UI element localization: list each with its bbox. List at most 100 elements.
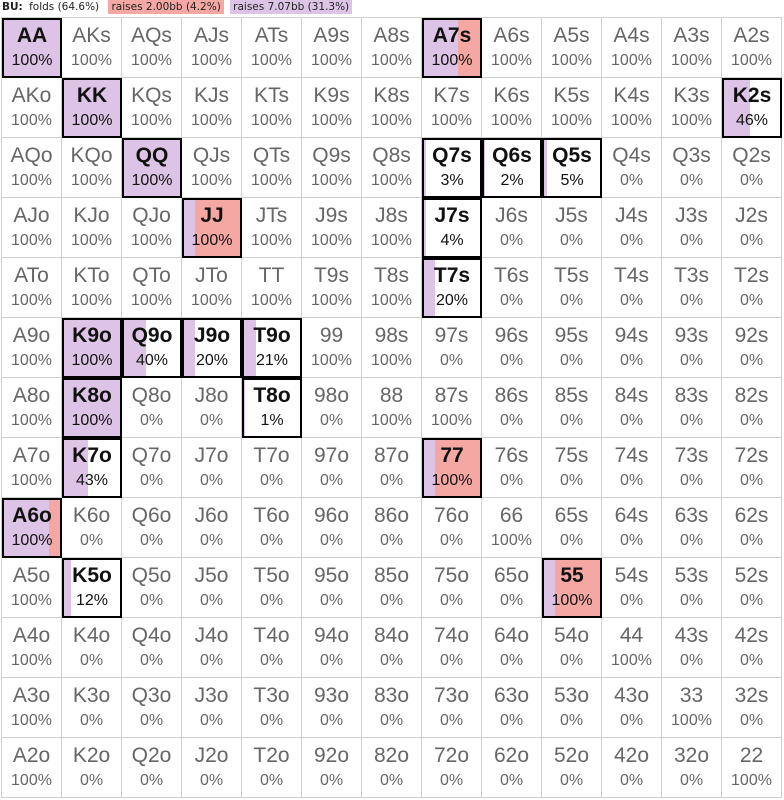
hand-cell[interactable]: 86o 0% [362,498,422,558]
hand-cell[interactable]: Q5o 0% [122,558,182,618]
hand-cell[interactable]: T6s 0% [482,258,542,318]
hand-cell[interactable]: 22 100% [722,738,782,798]
hand-cell[interactable]: 32o 0% [662,738,722,798]
hand-cell[interactable]: 77 100% [422,438,482,498]
hand-cell[interactable]: KTo 100% [62,258,122,318]
hand-cell[interactable]: K3s 100% [662,78,722,138]
hand-cell[interactable]: Q4o 0% [122,618,182,678]
hand-cell[interactable]: KJs 100% [182,78,242,138]
hand-cell[interactable]: K4s 100% [602,78,662,138]
hand-cell[interactable]: J8o 0% [182,378,242,438]
hand-cell[interactable]: T9o 21% [242,318,302,378]
hand-cell[interactable]: 93s 0% [662,318,722,378]
hand-cell[interactable]: K8s 100% [362,78,422,138]
hand-cell[interactable]: K9s 100% [302,78,362,138]
hand-cell[interactable]: K9o 100% [62,318,122,378]
hand-cell[interactable]: 52s 0% [722,558,782,618]
hand-cell[interactable]: JJ 100% [182,198,242,258]
hand-cell[interactable]: 44 100% [602,618,662,678]
hand-cell[interactable]: 66 100% [482,498,542,558]
hand-cell[interactable]: J3o 0% [182,678,242,738]
hand-cell[interactable]: AJo 100% [2,198,62,258]
hand-cell[interactable]: K2o 0% [62,738,122,798]
hand-cell[interactable]: Q8o 0% [122,378,182,438]
hand-cell[interactable]: A9o 100% [2,318,62,378]
hand-cell[interactable]: T8o 1% [242,378,302,438]
hand-cell[interactable]: 94s 0% [602,318,662,378]
hand-cell[interactable]: QJs 100% [182,138,242,198]
hand-cell[interactable]: T7s 20% [422,258,482,318]
hand-cell[interactable]: JTs 100% [242,198,302,258]
hand-cell[interactable]: 65s 0% [542,498,602,558]
hand-cell[interactable]: 76o 0% [422,498,482,558]
hand-cell[interactable]: TT 100% [242,258,302,318]
hand-cell[interactable]: J5s 0% [542,198,602,258]
hand-cell[interactable]: 83o 0% [362,678,422,738]
hand-cell[interactable]: J7o 0% [182,438,242,498]
hand-cell[interactable]: T6o 0% [242,498,302,558]
hand-cell[interactable]: 82o 0% [362,738,422,798]
hand-cell[interactable]: K7o 43% [62,438,122,498]
hand-cell[interactable]: Q5s 5% [542,138,602,198]
hand-cell[interactable]: KK 100% [62,78,122,138]
hand-cell[interactable]: 73s 0% [662,438,722,498]
hand-cell[interactable]: J6s 0% [482,198,542,258]
hand-cell[interactable]: J5o 0% [182,558,242,618]
hand-cell[interactable]: A8s 100% [362,18,422,78]
hand-cell[interactable]: 33 100% [662,678,722,738]
hand-cell[interactable]: J7s 4% [422,198,482,258]
hand-cell[interactable]: 43s 0% [662,618,722,678]
hand-cell[interactable]: Q9s 100% [302,138,362,198]
hand-cell[interactable]: 64s 0% [602,498,662,558]
hand-cell[interactable]: T7o 0% [242,438,302,498]
hand-cell[interactable]: AA 100% [2,18,62,78]
hand-cell[interactable]: Q2o 0% [122,738,182,798]
hand-cell[interactable]: A2o 100% [2,738,62,798]
hand-cell[interactable]: 82s 0% [722,378,782,438]
hand-cell[interactable]: K7s 100% [422,78,482,138]
hand-cell[interactable]: A6s 100% [482,18,542,78]
hand-cell[interactable]: A4s 100% [602,18,662,78]
hand-cell[interactable]: J8s 100% [362,198,422,258]
hand-cell[interactable]: 52o 0% [542,738,602,798]
hand-cell[interactable]: 62s 0% [722,498,782,558]
hand-cell[interactable]: AQo 100% [2,138,62,198]
hand-cell[interactable]: J2s 0% [722,198,782,258]
hand-cell[interactable]: 76s 0% [482,438,542,498]
hand-cell[interactable]: 86s 0% [482,378,542,438]
hand-cell[interactable]: T9s 100% [302,258,362,318]
hand-cell[interactable]: 99 100% [302,318,362,378]
hand-cell[interactable]: 96o 0% [302,498,362,558]
hand-cell[interactable]: K6o 0% [62,498,122,558]
hand-cell[interactable]: 62o 0% [482,738,542,798]
hand-cell[interactable]: T2o 0% [242,738,302,798]
hand-cell[interactable]: 87o 0% [362,438,422,498]
hand-cell[interactable]: Q6s 2% [482,138,542,198]
hand-cell[interactable]: 96s 0% [482,318,542,378]
hand-cell[interactable]: 97s 0% [422,318,482,378]
hand-cell[interactable]: AJs 100% [182,18,242,78]
hand-cell[interactable]: KQo 100% [62,138,122,198]
hand-cell[interactable]: J9s 100% [302,198,362,258]
hand-cell[interactable]: A5s 100% [542,18,602,78]
hand-cell[interactable]: T5o 0% [242,558,302,618]
hand-cell[interactable]: Q8s 100% [362,138,422,198]
hand-cell[interactable]: 92s 0% [722,318,782,378]
hand-cell[interactable]: QTs 100% [242,138,302,198]
hand-cell[interactable]: K5s 100% [542,78,602,138]
hand-cell[interactable]: KTs 100% [242,78,302,138]
hand-cell[interactable]: JTo 100% [182,258,242,318]
hand-cell[interactable]: 94o 0% [302,618,362,678]
hand-cell[interactable]: 42s 0% [722,618,782,678]
hand-cell[interactable]: A5o 100% [2,558,62,618]
hand-cell[interactable]: Q7o 0% [122,438,182,498]
hand-cell[interactable]: T5s 0% [542,258,602,318]
hand-cell[interactable]: Q3o 0% [122,678,182,738]
hand-cell[interactable]: QQ 100% [122,138,182,198]
hand-cell[interactable]: 85s 0% [542,378,602,438]
hand-cell[interactable]: J2o 0% [182,738,242,798]
hand-cell[interactable]: 75s 0% [542,438,602,498]
hand-cell[interactable]: Q7s 3% [422,138,482,198]
hand-cell[interactable]: 53s 0% [662,558,722,618]
hand-cell[interactable]: 63s 0% [662,498,722,558]
